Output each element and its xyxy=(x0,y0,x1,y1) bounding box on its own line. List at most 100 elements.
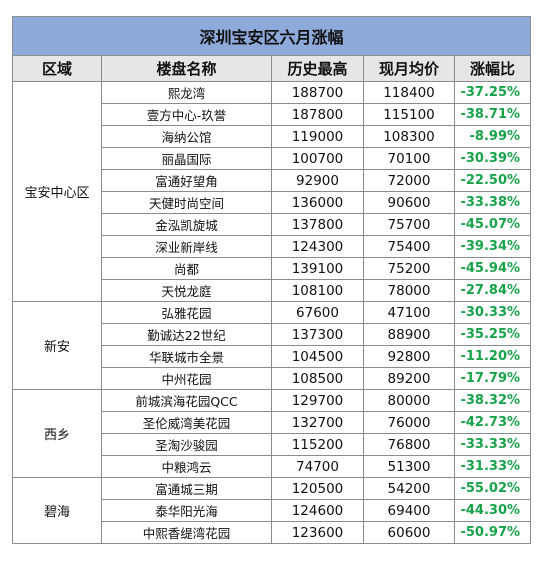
table-row: 中粮鸿云 74700 51300 -31.33% xyxy=(13,455,532,478)
historical-high-cell[interactable]: 115200 xyxy=(271,433,364,456)
current-price-cell[interactable]: 60600 xyxy=(363,521,455,544)
project-name-cell[interactable]: 天悦龙庭 xyxy=(101,279,272,302)
header-district[interactable]: 区域 xyxy=(12,55,102,82)
change-rate-cell[interactable]: -45.94% xyxy=(453,257,532,280)
current-price-cell[interactable]: 108300 xyxy=(363,125,455,148)
current-price-cell[interactable]: 76000 xyxy=(363,411,455,434)
change-rate-cell[interactable]: -45.07% xyxy=(453,213,532,236)
historical-high-cell[interactable]: 67600 xyxy=(271,301,364,324)
change-rate-cell[interactable]: -30.33% xyxy=(453,301,532,324)
change-rate-cell[interactable]: -33.38% xyxy=(453,191,532,214)
historical-high-cell[interactable]: 137800 xyxy=(271,213,364,236)
header-change-rate[interactable]: 涨幅比 xyxy=(453,55,532,82)
change-rate-cell[interactable]: -35.25% xyxy=(453,323,532,346)
historical-high-cell[interactable]: 188700 xyxy=(271,81,364,104)
project-name-cell[interactable]: 富通城三期 xyxy=(101,477,272,500)
table-row: 中熙香缇湾花园 123600 60600 -50.97% xyxy=(13,521,532,544)
project-name-cell[interactable]: 中熙香缇湾花园 xyxy=(101,521,272,544)
current-price-cell[interactable]: 75200 xyxy=(363,257,455,280)
current-price-cell[interactable]: 75700 xyxy=(363,213,455,236)
historical-high-cell[interactable]: 136000 xyxy=(271,191,364,214)
current-price-cell[interactable]: 78000 xyxy=(363,279,455,302)
change-rate-cell[interactable]: -31.33% xyxy=(453,455,532,478)
current-price-cell[interactable]: 88900 xyxy=(363,323,455,346)
project-name-cell[interactable]: 中州花园 xyxy=(101,367,272,390)
project-name-cell[interactable]: 天健时尚空间 xyxy=(101,191,272,214)
project-name-cell[interactable]: 弘雅花园 xyxy=(101,301,272,324)
table-title[interactable]: 深圳宝安区六月涨幅 xyxy=(11,16,532,56)
current-price-cell[interactable]: 54200 xyxy=(363,477,455,500)
project-name-cell[interactable]: 金泓凯旋城 xyxy=(101,213,272,236)
project-name-cell[interactable]: 华联城市全景 xyxy=(101,345,272,368)
table-row: 宝安中心区 熙龙湾 188700 118400 -37.25% xyxy=(12,81,532,302)
table-body: 宝安中心区 熙龙湾 188700 118400 -37.25% 壹方中心-玖誉 187800… xyxy=(12,81,532,544)
current-price-cell[interactable]: 70100 xyxy=(363,147,455,170)
change-rate-cell[interactable]: -42.73% xyxy=(453,411,532,434)
project-name-cell[interactable]: 壹方中心-玖誉 xyxy=(101,103,272,126)
header-project[interactable]: 楼盘名称 xyxy=(101,55,272,82)
current-price-cell[interactable]: 72000 xyxy=(363,169,455,192)
current-price-cell[interactable]: 80000 xyxy=(363,389,455,412)
current-price-cell[interactable]: 47100 xyxy=(363,301,455,324)
change-rate-cell[interactable]: -50.97% xyxy=(453,521,532,544)
change-rate-cell[interactable]: -55.02% xyxy=(453,477,532,500)
current-price-cell[interactable]: 115100 xyxy=(363,103,455,126)
project-name-cell[interactable]: 圣伦威湾美花园 xyxy=(101,411,272,434)
project-name-cell[interactable]: 富通好望角 xyxy=(101,169,272,192)
change-rate-cell[interactable]: -37.25% xyxy=(453,81,532,104)
district-cell[interactable]: 宝安中心区 xyxy=(12,81,102,302)
district-cell[interactable]: 西乡 xyxy=(12,389,102,478)
change-rate-cell[interactable]: -39.34% xyxy=(453,235,532,258)
project-name-cell[interactable]: 熙龙湾 xyxy=(101,81,272,104)
change-rate-cell[interactable]: -38.71% xyxy=(453,103,532,126)
historical-high-cell[interactable]: 123600 xyxy=(271,521,364,544)
change-rate-cell[interactable]: -38.32% xyxy=(453,389,532,412)
change-rate-cell[interactable]: -8.99% xyxy=(453,125,532,148)
current-price-cell[interactable]: 51300 xyxy=(363,455,455,478)
current-price-cell[interactable]: 69400 xyxy=(363,499,455,522)
change-rate-cell[interactable]: -27.84% xyxy=(453,279,532,302)
current-price-cell[interactable]: 90600 xyxy=(363,191,455,214)
historical-high-cell[interactable]: 119000 xyxy=(271,125,364,148)
current-price-cell[interactable]: 118400 xyxy=(363,81,455,104)
project-name-cell[interactable]: 海纳公馆 xyxy=(101,125,272,148)
historical-high-cell[interactable]: 132700 xyxy=(271,411,364,434)
historical-high-cell[interactable]: 74700 xyxy=(271,455,364,478)
historical-high-cell[interactable]: 139100 xyxy=(271,257,364,280)
project-name-cell[interactable]: 尚都 xyxy=(101,257,272,280)
change-rate-cell[interactable]: -30.39% xyxy=(453,147,532,170)
project-name-cell[interactable]: 中粮鸿云 xyxy=(101,455,272,478)
header-current-price[interactable]: 现月均价 xyxy=(363,55,455,82)
historical-high-cell[interactable]: 187800 xyxy=(271,103,364,126)
historical-high-cell[interactable]: 104500 xyxy=(271,345,364,368)
change-rate-cell[interactable]: -17.79% xyxy=(453,367,532,390)
current-price-cell[interactable]: 75400 xyxy=(363,235,455,258)
header-historical-high[interactable]: 历史最高 xyxy=(271,55,364,82)
historical-high-cell[interactable]: 108500 xyxy=(271,367,364,390)
project-name-cell[interactable]: 圣淘沙骏园 xyxy=(101,433,272,456)
historical-high-cell[interactable]: 100700 xyxy=(271,147,364,170)
historical-high-cell[interactable]: 108100 xyxy=(271,279,364,302)
project-name-cell[interactable]: 丽晶国际 xyxy=(101,147,272,170)
change-rate-cell[interactable]: -11.20% xyxy=(453,345,532,368)
project-name-cell[interactable]: 深业新岸线 xyxy=(101,235,272,258)
historical-high-cell[interactable]: 137300 xyxy=(271,323,364,346)
project-name-cell[interactable]: 前城滨海花园QCC xyxy=(101,389,272,412)
table-row: 中州花园 108500 89200 -17.79% xyxy=(13,367,532,390)
current-price-cell[interactable]: 76800 xyxy=(363,433,455,456)
current-price-cell[interactable]: 92800 xyxy=(363,345,455,368)
historical-high-cell[interactable]: 120500 xyxy=(271,477,364,500)
project-name-cell[interactable]: 勤诚达22世纪 xyxy=(101,323,272,346)
change-rate-cell[interactable]: -22.50% xyxy=(453,169,532,192)
current-price-cell[interactable]: 89200 xyxy=(363,367,455,390)
project-name-cell[interactable]: 泰华阳光海 xyxy=(101,499,272,522)
historical-high-cell[interactable]: 124300 xyxy=(271,235,364,258)
price-table: 深圳宝安区六月涨幅 区域 楼盘名称 历史最高 现月均价 涨幅比 宝安中心区 熙龙湾… xyxy=(11,16,532,544)
district-cell[interactable]: 新安 xyxy=(12,301,102,390)
district-cell[interactable]: 碧海 xyxy=(12,477,102,544)
change-rate-cell[interactable]: -44.30% xyxy=(453,499,532,522)
change-rate-cell[interactable]: -33.33% xyxy=(453,433,532,456)
historical-high-cell[interactable]: 92900 xyxy=(271,169,364,192)
historical-high-cell[interactable]: 129700 xyxy=(271,389,364,412)
historical-high-cell[interactable]: 124600 xyxy=(271,499,364,522)
